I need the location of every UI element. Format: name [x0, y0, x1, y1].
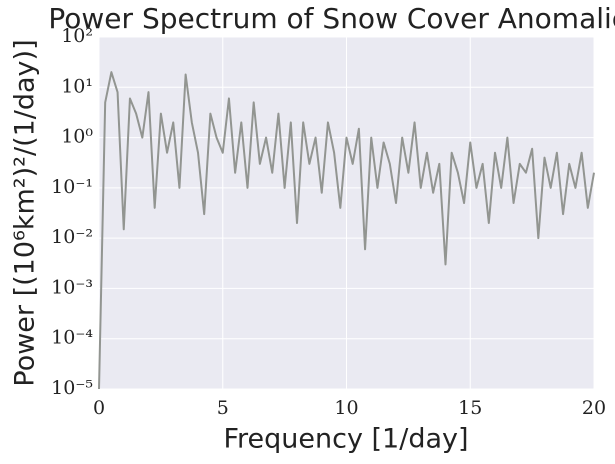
y-tick-label: 10⁻¹ [51, 176, 93, 198]
x-tick-label: 20 [582, 397, 606, 419]
y-tick-label: 10¹ [61, 75, 93, 97]
y-tick-label: 10⁻⁴ [51, 327, 93, 349]
y-tick-label: 10⁻⁵ [51, 377, 93, 399]
x-tick-label: 15 [458, 397, 482, 419]
chart-title: Power Spectrum of Snow Cover Anomalies [48, 2, 615, 35]
x-tick-label: 5 [217, 397, 229, 419]
y-axis-label: Power [(10⁶km²)²/(1/day)] [10, 39, 41, 386]
y-tick-label: 10⁰ [61, 126, 93, 148]
y-tick-label: 10⁻² [51, 226, 93, 248]
y-tick-label: 10² [61, 25, 93, 47]
x-axis-label: Frequency [1/day] [223, 424, 468, 455]
x-tick-label: 0 [93, 397, 105, 419]
x-tick-label: 10 [334, 397, 358, 419]
data-line [98, 71, 595, 390]
y-tick-label: 10⁻³ [51, 276, 93, 298]
